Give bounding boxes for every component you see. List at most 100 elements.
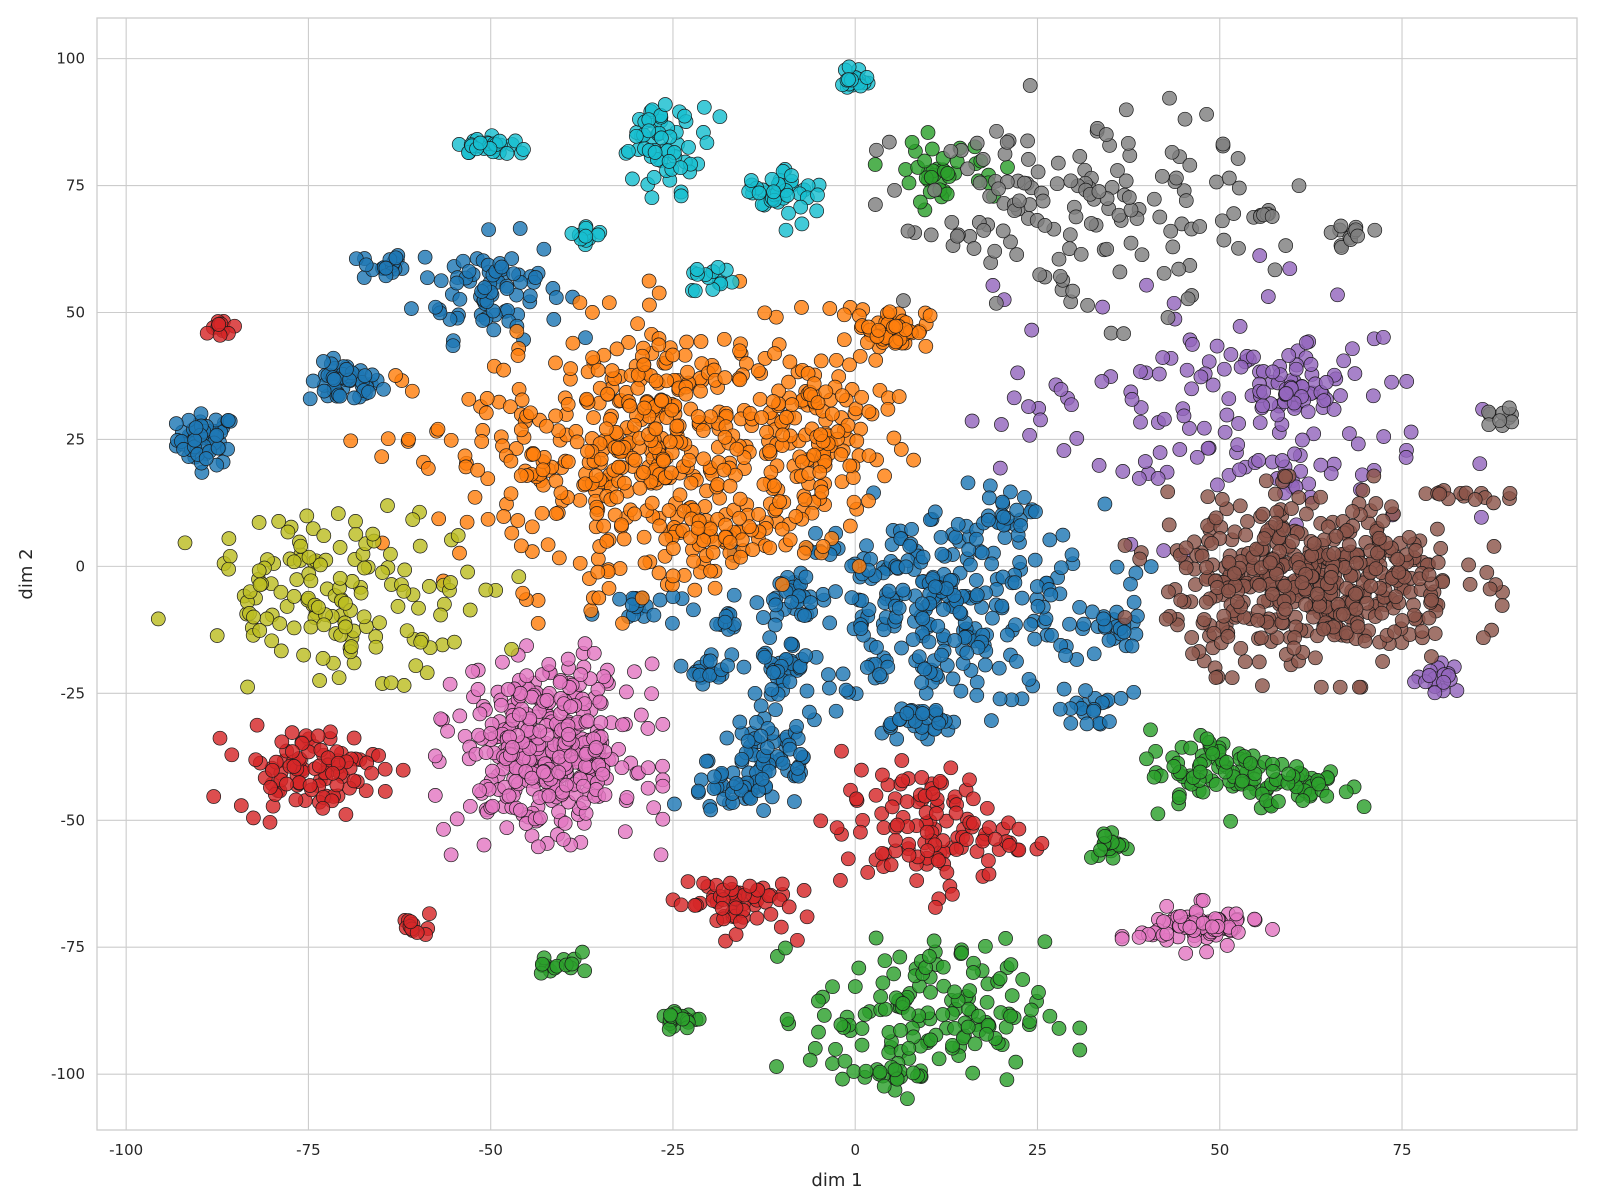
data-point (902, 538, 918, 554)
data-point (224, 747, 240, 763)
data-point (1299, 335, 1314, 350)
data-point (422, 906, 437, 922)
data-point (1391, 564, 1407, 580)
data-point (496, 509, 512, 524)
data-point (861, 448, 877, 464)
data-point (601, 580, 617, 596)
data-point (1308, 650, 1323, 666)
data-point (1076, 616, 1092, 632)
data-point (1285, 534, 1300, 549)
data-point (947, 984, 962, 1000)
data-point (641, 273, 657, 289)
data-point (483, 726, 499, 741)
data-point (332, 540, 348, 555)
data-point (811, 993, 826, 1009)
data-point (972, 175, 988, 191)
data-point (877, 468, 892, 484)
data-point (286, 620, 302, 636)
data-point (548, 290, 564, 305)
data-point (828, 703, 844, 719)
data-point (1146, 191, 1162, 207)
data-point (346, 730, 362, 746)
data-point (280, 524, 296, 540)
data-point (1306, 426, 1322, 442)
data-point (1472, 456, 1488, 472)
data-point (969, 531, 984, 547)
data-point (1221, 391, 1237, 407)
data-point (611, 459, 626, 475)
data-point (904, 521, 919, 537)
data-point (1030, 164, 1046, 180)
data-point (924, 141, 940, 157)
data-point (323, 724, 338, 740)
data-point (1193, 369, 1209, 385)
data-point (813, 427, 828, 443)
data-point (965, 1065, 981, 1081)
data-point (794, 216, 810, 232)
data-point (246, 810, 261, 826)
data-point (932, 774, 948, 789)
data-point (1424, 592, 1439, 608)
data-point (378, 260, 394, 276)
data-point (726, 587, 742, 603)
data-point (732, 343, 747, 359)
data-point (1230, 437, 1246, 453)
data-point (945, 671, 961, 687)
data-point (508, 774, 524, 789)
data-point (534, 956, 550, 972)
data-point (752, 391, 768, 407)
data-point (332, 570, 348, 586)
data-point (1164, 144, 1180, 160)
data-point (405, 512, 421, 527)
data-point (1132, 551, 1148, 567)
data-point (900, 1091, 915, 1107)
data-point (847, 979, 863, 994)
data-point (475, 313, 491, 328)
data-point (1024, 322, 1040, 338)
data-point (661, 1021, 677, 1037)
data-point (612, 591, 627, 607)
data-point (1375, 654, 1390, 669)
data-point (915, 611, 931, 626)
data-point (830, 424, 846, 439)
data-point (1333, 218, 1349, 234)
data-point (536, 241, 552, 257)
data-point (1316, 621, 1331, 637)
data-point (1231, 180, 1247, 196)
data-point (504, 525, 520, 541)
data-point (1403, 424, 1419, 440)
data-point (1126, 684, 1142, 700)
data-point (1323, 570, 1339, 585)
data-point (1051, 1021, 1067, 1036)
data-point (1316, 393, 1332, 408)
data-point (377, 784, 393, 799)
data-point (952, 604, 968, 620)
data-point (984, 556, 999, 572)
data-point (519, 668, 535, 684)
data-point (802, 1052, 818, 1068)
data-point (1223, 813, 1238, 829)
data-point (948, 805, 964, 821)
data-point (617, 824, 633, 840)
data-point (1216, 608, 1232, 624)
data-point (358, 257, 374, 273)
plot-frame (96, 17, 1578, 1131)
data-point (774, 521, 790, 537)
data-point (911, 649, 927, 665)
data-point (601, 295, 617, 311)
data-point (808, 525, 823, 541)
data-point (380, 498, 395, 513)
data-point (636, 529, 652, 545)
data-point (1223, 347, 1239, 362)
data-point (960, 475, 976, 491)
data-point (927, 579, 943, 595)
data-point (1042, 532, 1058, 548)
data-point (1009, 247, 1025, 262)
data-point (514, 392, 530, 408)
data-point (1278, 238, 1294, 253)
data-point (979, 1026, 994, 1042)
data-point (1238, 527, 1254, 543)
data-point (696, 533, 711, 548)
data-point (540, 537, 556, 553)
data-point (1265, 764, 1281, 779)
